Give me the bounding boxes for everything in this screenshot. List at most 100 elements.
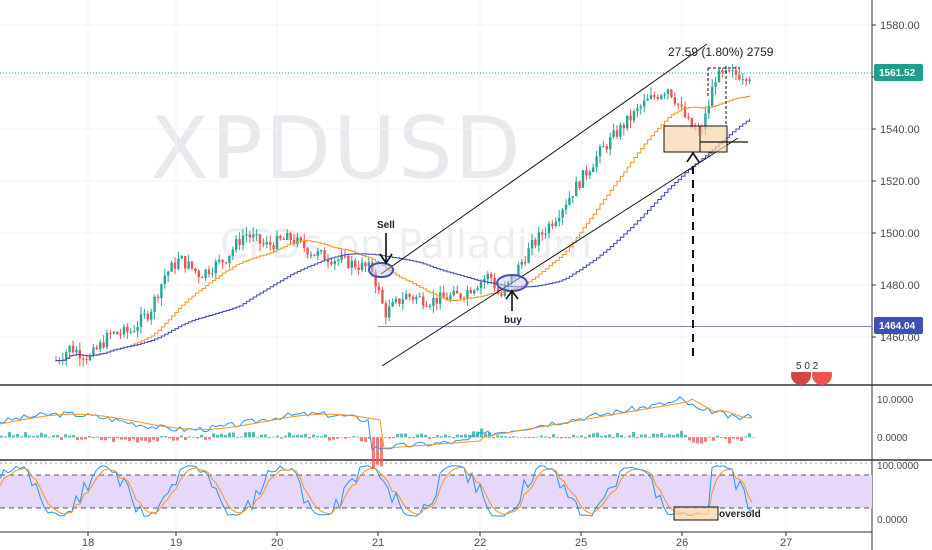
macd-histogram-bar (88, 435, 91, 438)
macd-histogram-bar (368, 437, 371, 439)
candle-body (381, 290, 384, 304)
macd-histogram-bar (276, 435, 279, 438)
candle-body (265, 242, 268, 245)
time-axis[interactable]: 18 19 20 21 22 25 26 27 (82, 532, 792, 549)
y-tick-label: 1520.00 (880, 176, 920, 188)
candle-body (554, 221, 557, 226)
macd-histogram-bar (580, 435, 583, 438)
stoch-d-line (0, 466, 753, 516)
candle-body (75, 349, 78, 353)
macd-histogram-bar (660, 433, 663, 438)
macd-histogram-bar (444, 434, 447, 438)
candle-body (201, 277, 204, 279)
candle-body (646, 98, 649, 101)
candle-body (245, 234, 248, 236)
candle-body (534, 240, 537, 246)
macd-histogram-bar (484, 433, 487, 438)
candle-body (354, 260, 357, 268)
flag-badge[interactable]: 5 0 2 (790, 358, 834, 385)
macd-histogram-bar (636, 437, 639, 439)
macd-histogram-bar (244, 432, 247, 438)
badge-text: 5 0 2 (796, 361, 819, 372)
candle-body (330, 262, 333, 265)
candle-body (571, 196, 574, 198)
macd-histogram-bar (404, 433, 407, 438)
macd-histogram-bar (256, 436, 259, 438)
candle-body (585, 170, 588, 176)
price-axis[interactable]: 1580.001560.001540.001520.001500.001480.… (872, 20, 920, 526)
candle-body (364, 262, 367, 267)
macd-histogram-bar (632, 431, 635, 438)
macd-histogram-bar (216, 434, 219, 438)
macd-histogram-bar (652, 433, 655, 438)
macd-histogram-bar (396, 433, 399, 438)
macd-histogram-bar (36, 435, 39, 438)
macd-histogram-bar (284, 435, 287, 438)
candle-body (510, 275, 513, 282)
x-tick-label: 25 (575, 537, 587, 549)
x-tick-label: 26 (676, 537, 688, 549)
candle-body (320, 250, 323, 252)
macd-histogram-bar (600, 435, 603, 438)
macd-histogram-bar (128, 437, 131, 442)
macd-histogram-bar (192, 436, 195, 438)
macd-histogram-bar (628, 435, 631, 438)
macd-histogram-bar (492, 437, 495, 439)
macd-histogram-bar (656, 434, 659, 438)
macd-histogram-bar (112, 437, 115, 442)
macd-histogram-bar (0, 435, 3, 438)
candle-body (544, 233, 547, 235)
x-tick-label: 21 (372, 537, 384, 549)
macd-histogram-bar (60, 437, 63, 440)
last-price-value: 1561.52 (879, 68, 916, 79)
candle-body (439, 292, 442, 304)
macd-histogram-bar (380, 437, 383, 467)
macd-histogram-bar (408, 437, 411, 439)
candle-body (377, 286, 381, 291)
candle-body (714, 82, 717, 87)
macd-histogram-bar (268, 437, 271, 439)
macd-histogram-bar (312, 434, 315, 438)
macd-histogram-bar (688, 437, 691, 441)
macd-histogram-bar (752, 436, 755, 438)
candle-body (398, 298, 401, 304)
candle-body (122, 326, 126, 335)
candle-body (126, 326, 129, 333)
candle-body (711, 86, 714, 106)
macd-histogram-bar (428, 437, 431, 439)
candle-body (99, 342, 102, 350)
candle-body (248, 234, 251, 238)
macd-histogram-bar (568, 437, 571, 439)
candle-body (170, 262, 173, 272)
candle-body (309, 254, 313, 256)
candle-body (626, 115, 629, 129)
candle-body (547, 223, 551, 234)
macd-histogram-bar (700, 437, 703, 444)
macd-histogram-bar (436, 435, 439, 438)
candle-body (677, 103, 680, 105)
candle-body (394, 298, 398, 302)
macd-histogram-bar (76, 437, 79, 440)
candle-body (639, 106, 642, 109)
candle-body (605, 146, 608, 150)
candle-body (490, 273, 493, 278)
macd-histogram-bar (592, 433, 595, 438)
candle-body (326, 259, 330, 263)
watermark-symbol: XPDUSD (150, 99, 523, 199)
candle-body (632, 111, 636, 121)
candle-body (95, 347, 98, 350)
x-tick-label: 22 (474, 537, 486, 549)
candle-body (255, 234, 258, 236)
y-tick-label: 1500.00 (880, 228, 920, 240)
indicator-tick-label: 0.0000 (877, 433, 908, 444)
candle-body (252, 234, 255, 238)
candle-body (241, 235, 245, 245)
candle-body (82, 358, 85, 360)
macd-histogram-bar (736, 437, 739, 440)
candle-body (146, 313, 149, 320)
macd-histogram-bar (572, 434, 575, 438)
candle-body (337, 259, 340, 261)
candle-body (483, 279, 486, 282)
macd-histogram-bar (624, 436, 627, 438)
